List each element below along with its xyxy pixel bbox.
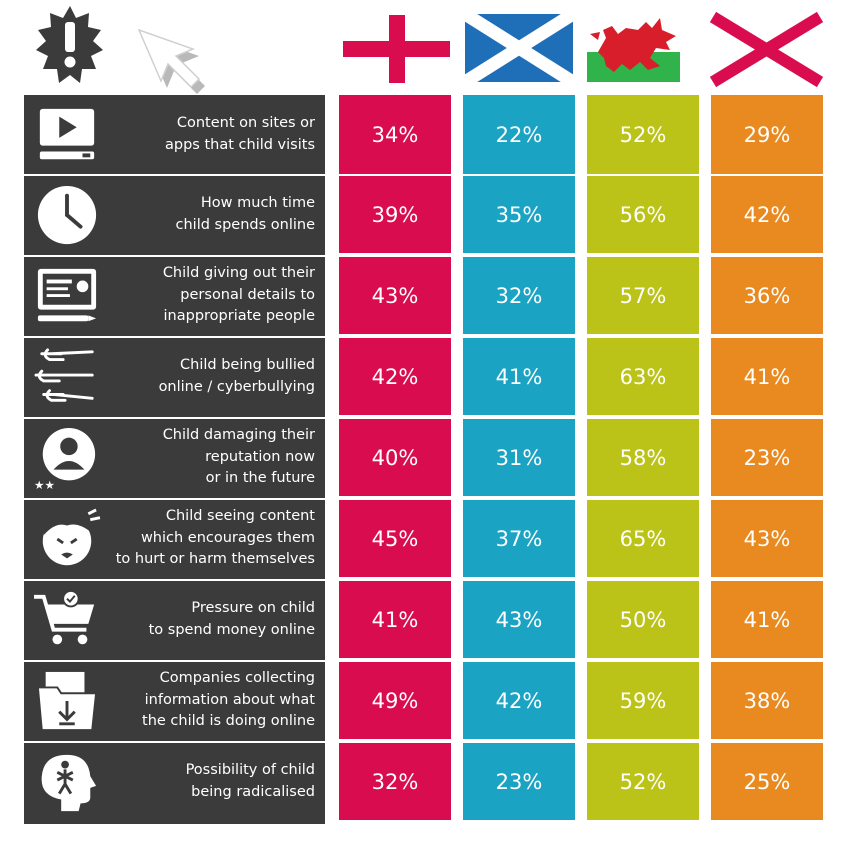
northern-ireland-flag-icon	[709, 11, 824, 88]
value-cell: 41%	[711, 579, 823, 658]
category-row: Possibility of child being radicalised	[24, 741, 325, 820]
shopping-cart-icon	[34, 589, 95, 645]
wales-flag-icon	[587, 18, 680, 82]
alert-badge-icon	[36, 6, 103, 83]
category-label: Child seeing content which encourages th…	[115, 508, 315, 568]
value-cell: 42%	[463, 660, 575, 739]
value-cell: 23%	[711, 417, 823, 496]
value-cell: 41%	[711, 336, 823, 415]
category-row: ★★ Child damaging their reputation now or…	[24, 417, 325, 496]
category-label: Child being bullied online / cyberbullyi…	[158, 357, 315, 395]
value-cell: 45%	[339, 498, 451, 577]
england-flag-icon	[343, 15, 450, 83]
value-cell: 49%	[339, 660, 451, 739]
value-cell: 65%	[587, 498, 699, 577]
category-row: Child being bullied online / cyberbullyi…	[24, 336, 325, 415]
hurt-child-icon	[42, 508, 101, 566]
clock-icon	[37, 185, 97, 245]
category-label: Child giving out their personal details …	[162, 265, 315, 325]
category-row: Content on sites or apps that child visi…	[24, 95, 325, 174]
value-cell: 37%	[463, 498, 575, 577]
value-cell: 29%	[711, 95, 823, 174]
value-cell: 41%	[339, 579, 451, 658]
svg-text:★★: ★★	[34, 478, 55, 491]
category-row: Pressure on child to spend money online	[24, 579, 325, 658]
value-cell: 42%	[711, 174, 823, 253]
value-cell: 59%	[587, 660, 699, 739]
value-cell: 32%	[463, 255, 575, 334]
value-cell: 39%	[339, 174, 451, 253]
value-cell: 57%	[587, 255, 699, 334]
category-row: Companies collecting information about w…	[24, 660, 325, 739]
category-label: Possibility of child being radicalised	[185, 762, 315, 800]
value-cell: 32%	[339, 741, 451, 820]
value-column-northern-ireland: 29% 42% 36% 41% 23% 43% 41% 38% 25%	[711, 95, 823, 824]
value-cell: 36%	[711, 255, 823, 334]
value-cell: 41%	[463, 336, 575, 415]
value-cell: 52%	[587, 741, 699, 820]
category-label: Pressure on child to spend money online	[148, 600, 315, 638]
cursor-arrow-icon	[137, 28, 205, 94]
category-row: Child seeing content which encourages th…	[24, 498, 325, 577]
user-rating-icon: ★★	[34, 427, 96, 491]
scotland-flag-icon	[461, 8, 577, 88]
header-icons	[36, 6, 824, 94]
value-cell: 63%	[587, 336, 699, 415]
head-figure-icon	[41, 754, 97, 812]
value-cell: 43%	[711, 498, 823, 577]
profile-card-icon	[37, 268, 97, 322]
value-cell: 25%	[711, 741, 823, 820]
category-label: How much time child spends online	[175, 195, 316, 233]
value-cell: 38%	[711, 660, 823, 739]
category-column: Content on sites or apps that child visi…	[24, 95, 325, 824]
value-cell: 31%	[463, 417, 575, 496]
pointing-hands-icon	[34, 348, 94, 402]
value-cell: 34%	[339, 95, 451, 174]
folder-download-icon	[36, 671, 98, 732]
category-row: Child giving out their personal details …	[24, 255, 325, 334]
category-row: How much time child spends online	[24, 174, 325, 253]
value-cell: 23%	[463, 741, 575, 820]
value-cell: 52%	[587, 95, 699, 174]
category-label: Content on sites or apps that child visi…	[165, 115, 315, 153]
video-player-icon	[39, 108, 95, 160]
value-column-england: 34% 39% 43% 42% 40% 45% 41% 49% 32%	[339, 95, 451, 824]
value-cell: 35%	[463, 174, 575, 253]
value-cell: 22%	[463, 95, 575, 174]
value-cell: 58%	[587, 417, 699, 496]
value-cell: 43%	[339, 255, 451, 334]
value-cell: 40%	[339, 417, 451, 496]
category-label: Child damaging their reputation now or i…	[162, 427, 315, 487]
value-column-scotland: 22% 35% 32% 41% 31% 37% 43% 42% 23%	[463, 95, 575, 824]
value-column-wales: 52% 56% 57% 63% 58% 65% 50% 59% 52%	[587, 95, 699, 824]
value-cell: 50%	[587, 579, 699, 658]
value-cell: 43%	[463, 579, 575, 658]
value-cell: 42%	[339, 336, 451, 415]
value-cell: 56%	[587, 174, 699, 253]
category-label: Companies collecting information about w…	[142, 670, 315, 730]
